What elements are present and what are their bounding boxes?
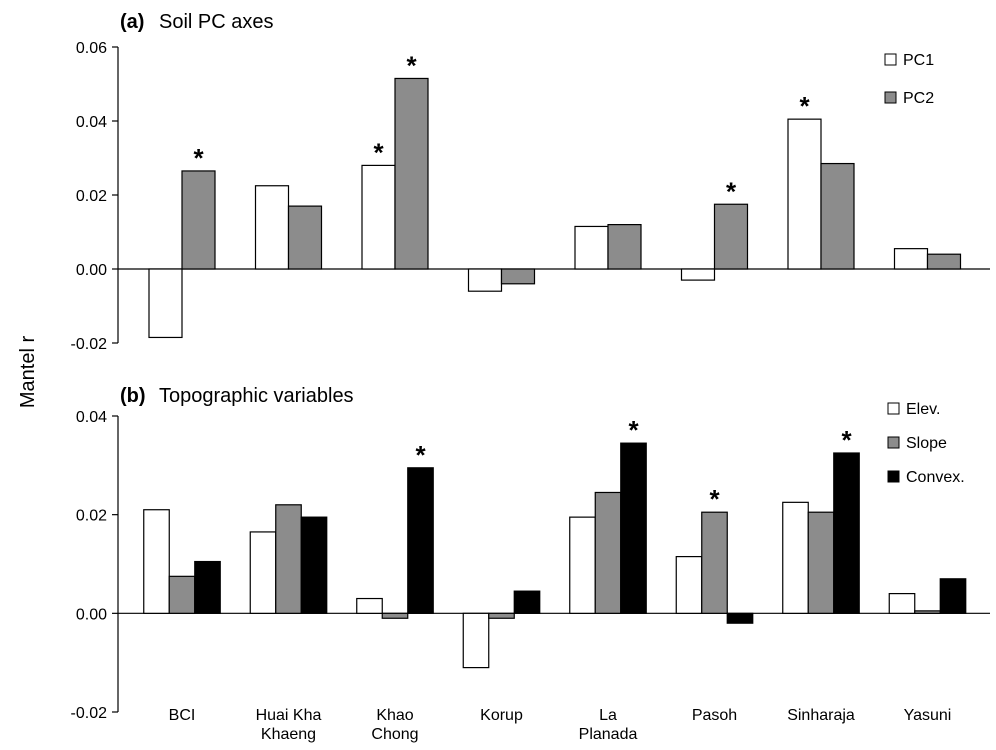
x-category-label: Yasuni (904, 707, 952, 724)
legend-label: PC2 (903, 90, 934, 107)
bar (675, 555, 703, 614)
y-tick-label: 0.00 (76, 606, 107, 623)
panel-b: (b) Topographic variables -0.02 0.00 0.02 0… (71, 385, 990, 722)
x-category-label: La (599, 707, 617, 724)
panel-a: (a) Soil PC axes -0.02 0.00 0.02 0.04 0.06 * *… (71, 11, 990, 353)
bar (467, 268, 503, 292)
bar (356, 597, 383, 614)
significance-star: * (799, 91, 810, 121)
bar (574, 225, 609, 270)
y-tick-label: 0.02 (76, 508, 107, 525)
legend-swatch (887, 470, 900, 483)
x-category-labels: BCI Huai Kha Khaeng Khao Chong Korup La Planada… (169, 707, 952, 743)
bar (394, 77, 429, 270)
bar (513, 590, 541, 614)
bar (181, 170, 216, 270)
bar (254, 185, 290, 270)
bar (701, 511, 728, 614)
significance-star: * (841, 425, 852, 455)
bar (620, 442, 647, 614)
panel-a-title: Soil PC axes (159, 11, 274, 33)
legend-label: PC1 (903, 52, 934, 69)
legend-label: Elev. (906, 401, 940, 418)
bar (287, 205, 323, 270)
x-category-label: Khao (376, 707, 413, 724)
significance-star: * (726, 176, 737, 206)
bar (249, 531, 277, 614)
bar (939, 578, 967, 614)
bar (782, 501, 809, 614)
bar (300, 516, 328, 614)
y-tick-label: 0.04 (76, 114, 107, 131)
bar (462, 612, 490, 669)
bar (488, 612, 515, 619)
x-category-label: Pasoh (692, 707, 737, 724)
significance-star: * (709, 484, 720, 514)
y-tick-label: -0.02 (71, 336, 108, 353)
y-tick-label: 0.04 (76, 409, 107, 426)
bar (833, 452, 860, 614)
significance-star: * (628, 415, 639, 445)
bar (569, 516, 596, 614)
bar (407, 467, 434, 614)
bar (787, 118, 822, 270)
panel-b-letter: (b) (120, 385, 146, 407)
bar (381, 612, 409, 619)
bar (893, 248, 929, 270)
x-category-label: BCI (169, 707, 196, 724)
bar (680, 268, 716, 281)
bar (820, 162, 855, 270)
bar (194, 560, 221, 614)
legend-swatch (884, 91, 897, 104)
bar (500, 268, 536, 285)
legend-swatch (887, 402, 900, 415)
x-category-label: Sinharaja (787, 707, 855, 724)
legend-label: Slope (906, 435, 947, 452)
bar (807, 511, 835, 614)
x-category-label: Korup (480, 707, 523, 724)
panel-a-letter: (a) (120, 11, 144, 33)
panel-a-plot: -0.02 0.00 0.02 0.04 0.06 * * * * * PC1 PC2 (71, 40, 990, 353)
significance-star: * (193, 143, 204, 173)
bar (607, 224, 642, 270)
bar (594, 491, 622, 614)
y-tick-label: 0.00 (76, 262, 107, 279)
significance-star: * (415, 440, 426, 470)
y-tick-label: 0.02 (76, 188, 107, 205)
panel-b-title: Topographic variables (159, 385, 354, 407)
y-tick-label: 0.06 (76, 40, 107, 57)
bar (713, 203, 749, 270)
x-category-label: Huai Kha (256, 707, 322, 724)
bar (361, 164, 396, 270)
bar (275, 504, 302, 614)
x-category-label: Khaeng (261, 726, 316, 743)
bar (143, 509, 170, 614)
y-axis-label: Mantel r (17, 336, 39, 409)
bar (914, 610, 941, 614)
x-category-label: Chong (371, 726, 418, 743)
bar (168, 575, 196, 614)
x-category-label: Planada (579, 726, 638, 743)
legend-label: Convex. (906, 469, 965, 486)
panel-b-plot: -0.02 0.00 0.02 0.04 * * * * Elev. Slope Convex. (71, 401, 990, 722)
legend-swatch (887, 436, 900, 449)
bar (148, 268, 183, 339)
legend-swatch (884, 53, 897, 66)
y-tick-label: -0.02 (71, 705, 108, 722)
bar (726, 612, 754, 624)
bar (888, 592, 916, 614)
bar (926, 253, 962, 270)
significance-star: * (373, 137, 384, 167)
significance-star: * (406, 50, 417, 80)
